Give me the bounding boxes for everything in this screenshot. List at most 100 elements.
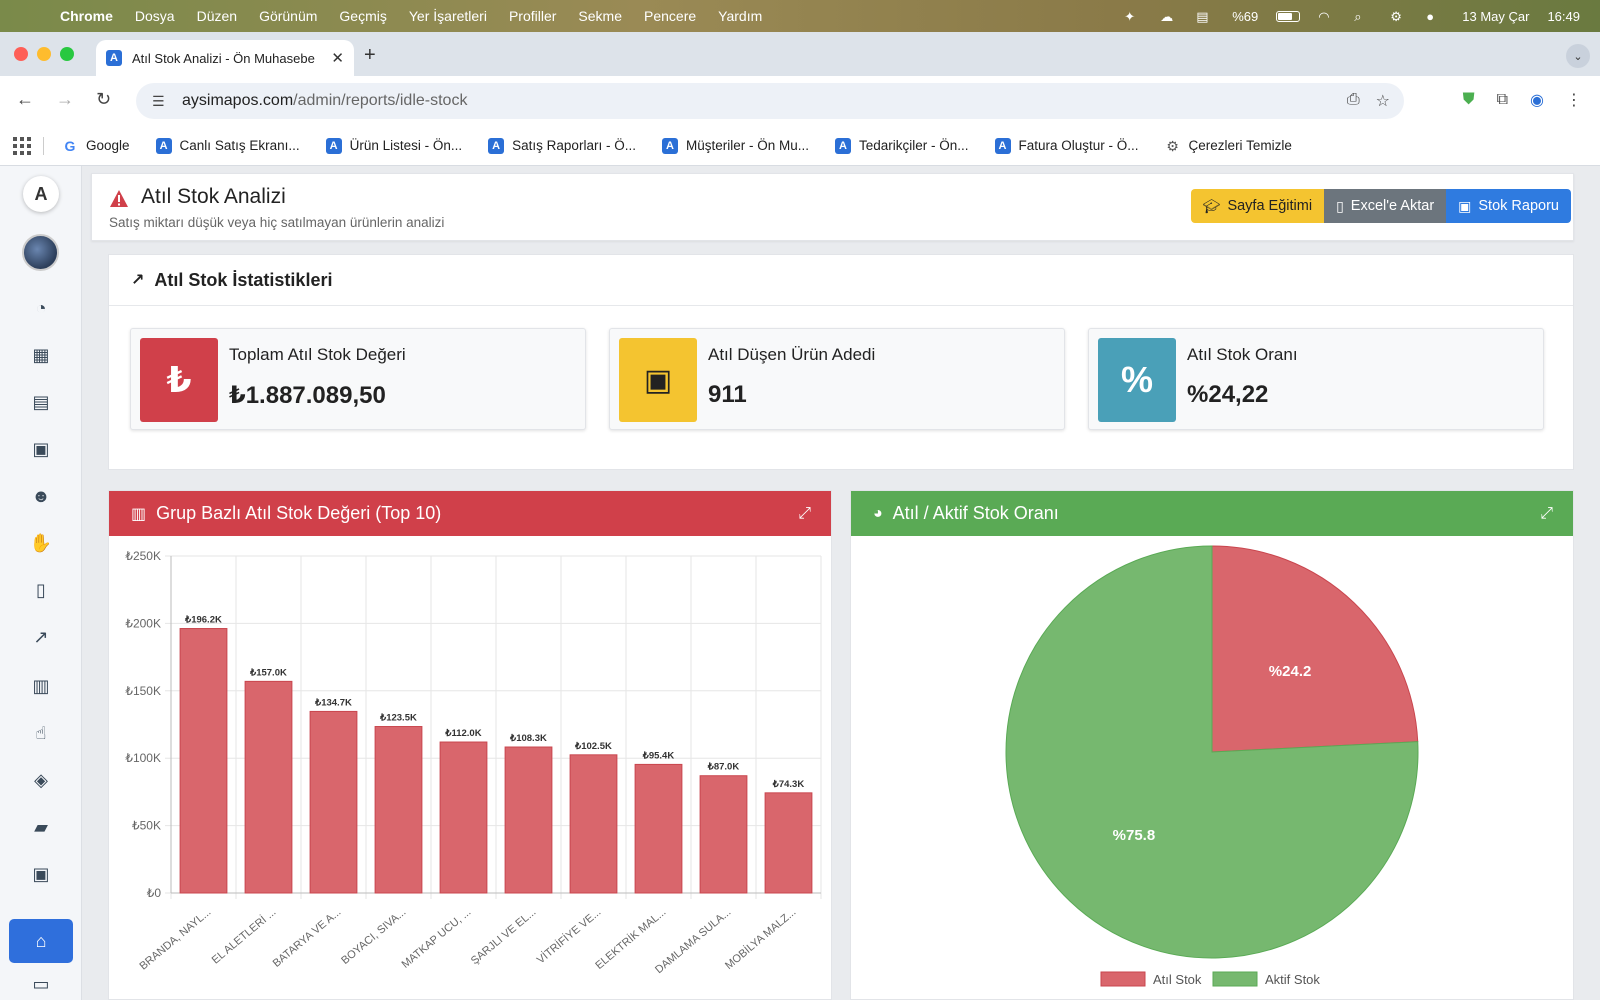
browser-menu-icon[interactable]: ⋮ [1566, 92, 1582, 109]
forward-icon[interactable]: → [56, 89, 74, 109]
pie-slice[interactable] [1005, 545, 1419, 959]
bookmark-star-icon[interactable]: ☆ [1375, 93, 1390, 110]
page-education-button[interactable]: 🎓︎ Sayfa Eğitimi [1190, 189, 1325, 223]
battery-icon[interactable] [1276, 10, 1301, 22]
close-tab-icon[interactable]: ✕ [331, 50, 344, 67]
bookmark-suppliers[interactable]: A Tedarikçiler - Ön... [834, 137, 969, 154]
y-tick-label: ₺0 [147, 886, 162, 900]
legend-label[interactable]: Atıl Stok [1153, 972, 1202, 987]
x-tick-label: MATKAP UCU, ... [400, 906, 474, 971]
apps-grid-icon[interactable] [13, 136, 31, 155]
line-chart-icon[interactable]: ↗ [33, 627, 49, 647]
install-app-icon[interactable]: ⎙ [1346, 91, 1360, 108]
menu-help[interactable]: Yardım [718, 8, 763, 24]
bar[interactable] [634, 763, 683, 894]
bookmark-sales-reports[interactable]: A Satış Raporları - Ö... [488, 137, 636, 154]
google-icon: G [64, 137, 76, 154]
keyboard-icon[interactable]: ▤ [1196, 9, 1209, 24]
back-icon[interactable]: ← [16, 89, 34, 109]
siri-icon[interactable]: ● [1426, 9, 1435, 24]
expand-icon[interactable]: ⤢ [798, 505, 811, 522]
clipboard-icon[interactable]: ▤ [32, 392, 50, 412]
menu-profiles[interactable]: Profiller [508, 8, 557, 24]
site-favicon-icon: A [106, 50, 122, 66]
credit-card-icon[interactable]: ▭ [32, 974, 50, 994]
expand-icon[interactable]: ⤢ [1540, 505, 1553, 522]
bookmark-create-invoice[interactable]: A Fatura Oluştur - Ö... [994, 137, 1139, 154]
close-window-button[interactable] [14, 47, 28, 61]
menu-history[interactable]: Geçmiş [339, 8, 387, 24]
info-box-value: 911 [708, 381, 747, 408]
bookmark-live-sales[interactable]: A Canlı Satış Ekranı... [155, 137, 300, 154]
bar-value-label: ₺108.3K [509, 733, 547, 744]
legend-swatch[interactable] [1212, 971, 1258, 987]
extensions-icon[interactable]: ⧉ [1496, 91, 1509, 108]
legend-swatch[interactable] [1100, 971, 1146, 987]
bar[interactable] [569, 754, 618, 894]
new-tab-button[interactable]: + [364, 44, 376, 66]
thumbs-up-icon[interactable]: ☝ [35, 723, 47, 743]
bar-chart-icon[interactable]: ▥ [32, 676, 50, 696]
bookmark-customers[interactable]: A Müşteriler - Ön Mu... [661, 137, 809, 154]
invoice-icon[interactable]: ▯ [36, 580, 46, 600]
dashboard-icon[interactable]: ◔ [35, 298, 47, 318]
bar[interactable] [244, 680, 293, 894]
bar[interactable] [374, 726, 423, 894]
layers-icon[interactable]: ◈ [34, 770, 48, 790]
cloud-icon[interactable]: ☁ [1160, 9, 1174, 24]
bar[interactable] [309, 710, 358, 894]
legend-label[interactable]: Aktif Stok [1265, 972, 1320, 987]
bar[interactable] [504, 746, 553, 894]
stock-report-button[interactable]: ▣ Stok Raporu [1446, 189, 1571, 223]
x-tick-label: ELEKTRİK MAL... [593, 905, 669, 972]
cash-register-icon[interactable]: ▦ [32, 345, 50, 365]
app-logo[interactable]: A [23, 176, 59, 212]
info-box-idle-ratio: % Atıl Stok Oranı %24,22 [1088, 328, 1544, 430]
tab-active[interactable]: A Atıl Stok Analizi - Ön Muhasebe ✕ [96, 40, 354, 76]
menubar-date[interactable]: 13 May Çar [1462, 8, 1530, 24]
bar[interactable] [699, 775, 748, 894]
boxes-icon: ▣ [619, 338, 697, 422]
boxes-icon[interactable]: ▣ [32, 439, 50, 459]
handshake-icon[interactable]: ✋ [29, 533, 53, 553]
tab-search-button[interactable]: ⌄ [1566, 44, 1590, 68]
spotlight-icon[interactable]: ⌕ [1354, 9, 1362, 24]
bookmark-product-list[interactable]: A Ürün Listesi - Ön... [325, 137, 462, 154]
bookmark-google[interactable]: G Google [62, 138, 130, 154]
bar[interactable] [179, 628, 228, 894]
status-icon[interactable]: ✦ [1124, 9, 1136, 24]
menu-bookmarks[interactable]: Yer İşaretleri [408, 8, 487, 24]
menu-edit[interactable]: Düzen [196, 8, 238, 24]
menubar-time[interactable]: 16:49 [1547, 8, 1580, 24]
minimize-window-button[interactable] [37, 47, 51, 61]
bar-chart-title: Grup Bazlı Atıl Stok Değeri (Top 10) [156, 503, 442, 523]
wifi-icon[interactable]: ◠ [1318, 9, 1330, 24]
site-info-icon[interactable]: ☰ [152, 93, 165, 109]
menu-window[interactable]: Pencere [644, 8, 697, 24]
bar[interactable] [439, 741, 488, 894]
bookmark-clear-cookies[interactable]: ⚙ Çerezleri Temizle [1165, 138, 1292, 154]
menu-view[interactable]: Görünüm [259, 8, 318, 24]
menu-file[interactable]: Dosya [134, 8, 175, 24]
menu-app[interactable]: Chrome [60, 8, 113, 24]
address-bar[interactable]: ☰ aysimapos.com/admin/reports/idle-stock… [136, 83, 1404, 119]
profile-icon[interactable]: ◉ [1530, 92, 1544, 109]
site-favicon-icon: A [994, 137, 1011, 154]
pie-slice[interactable] [1211, 545, 1419, 753]
percent-icon: % [1098, 338, 1176, 422]
users-icon[interactable]: ☻ [31, 486, 51, 506]
zoom-window-button[interactable] [60, 47, 74, 61]
menu-tab[interactable]: Sekme [578, 8, 622, 24]
bookmark-label: Fatura Oluştur - Ö... [1018, 138, 1139, 153]
control-center-icon[interactable]: ⚙ [1390, 9, 1402, 24]
y-tick-label: ₺100K [125, 751, 161, 765]
truck-icon[interactable]: ▰ [34, 817, 48, 837]
export-excel-button[interactable]: ▯ Excel'e Aktar [1324, 189, 1447, 223]
idle-stock-nav-icon[interactable]: ⌂ [9, 919, 73, 963]
bar[interactable] [764, 792, 813, 894]
bar-value-label: ₺134.7K [314, 697, 352, 708]
warehouse-icon[interactable]: ▣ [32, 864, 50, 884]
avatar[interactable] [22, 234, 59, 271]
reload-icon[interactable]: ↻ [96, 89, 112, 109]
shield-extension-icon[interactable]: ⛊ [1462, 91, 1475, 108]
